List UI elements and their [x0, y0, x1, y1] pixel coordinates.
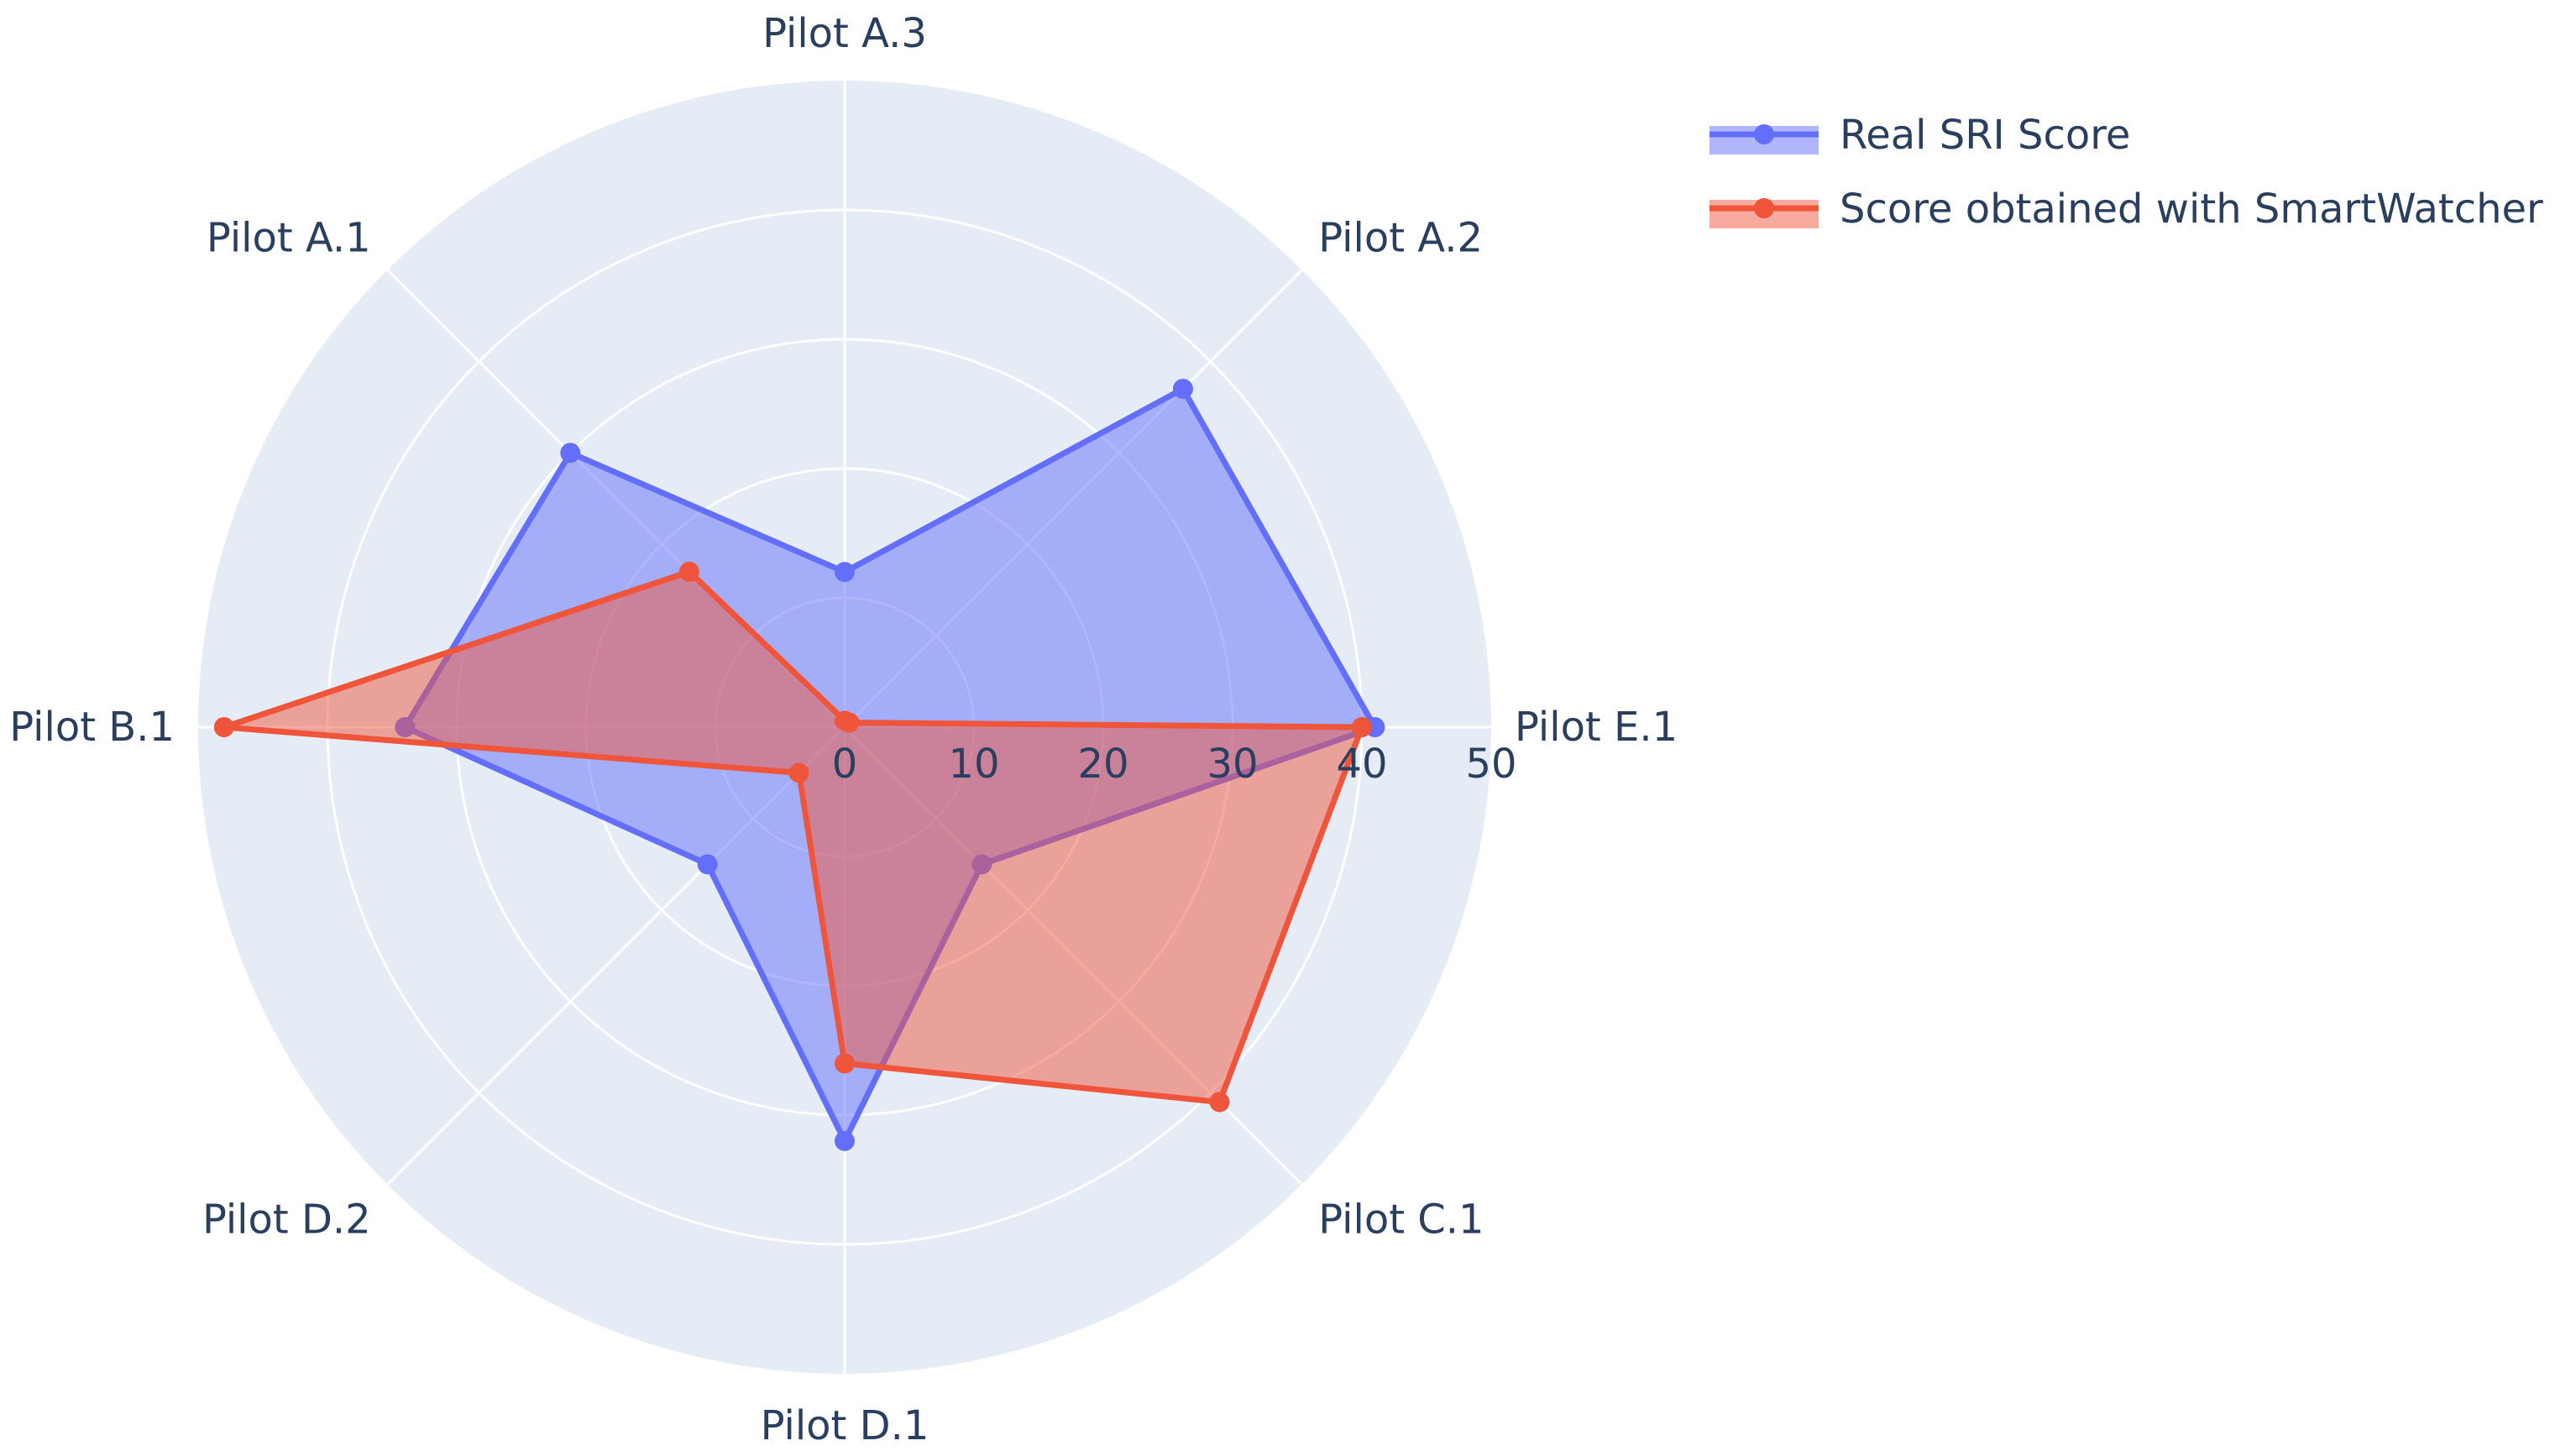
radial-tick-label: 40: [1336, 741, 1387, 788]
category-label: Pilot A.2: [1318, 215, 1483, 262]
data-point: [835, 710, 855, 731]
category-label: Pilot B.1: [9, 704, 175, 751]
legend-marker: [1754, 198, 1774, 218]
data-point: [835, 1053, 855, 1074]
series-1: [213, 561, 1372, 1113]
radial-tick-label: 10: [948, 741, 999, 788]
radial-tick-label: 20: [1077, 741, 1128, 788]
data-point: [697, 854, 718, 875]
legend-marker: [1754, 124, 1774, 144]
data-point: [1172, 379, 1193, 400]
radial-ticks: 0 10 20 30 40 50: [832, 741, 1517, 788]
data-point: [678, 561, 699, 582]
legend[interactable]: Real SRI Score Score obtained with SmartW…: [1709, 112, 2543, 233]
category-label: Pilot C.1: [1318, 1196, 1484, 1243]
data-point: [1352, 717, 1372, 737]
radial-tick-label: 30: [1207, 741, 1258, 788]
category-label: Pilot A.3: [762, 10, 927, 57]
category-labels: Pilot E.1 Pilot A.2 Pilot A.3 Pilot A.1 Pilo…: [9, 10, 1678, 1449]
legend-item[interactable]: Real SRI Score: [1709, 112, 2130, 159]
data-point: [835, 562, 855, 583]
data-point: [213, 717, 234, 737]
radial-tick-label: 0: [832, 741, 858, 788]
legend-label: Real SRI Score: [1840, 112, 2130, 159]
category-label: Pilot E.1: [1515, 704, 1678, 751]
legend-label: Score obtained with SmartWatcher: [1840, 186, 2543, 233]
data-point: [835, 1130, 855, 1151]
series-layer: [213, 379, 1385, 1151]
category-label: Pilot A.1: [207, 215, 371, 262]
data-point: [1209, 1092, 1230, 1113]
legend-item[interactable]: Score obtained with SmartWatcher: [1709, 186, 2543, 233]
category-label: Pilot D.2: [202, 1196, 371, 1243]
data-point: [560, 443, 581, 464]
data-point: [788, 762, 809, 783]
radial-tick-label: 50: [1465, 741, 1516, 788]
category-label: Pilot D.1: [761, 1402, 929, 1449]
